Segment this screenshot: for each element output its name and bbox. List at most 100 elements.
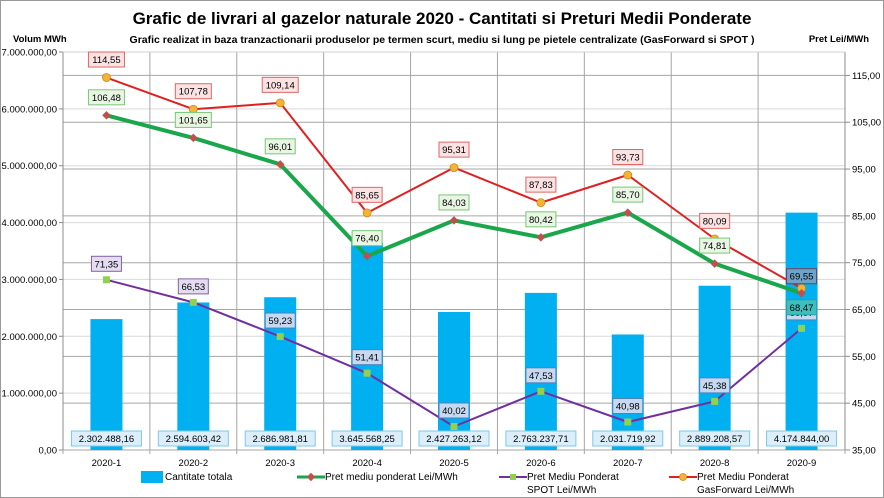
data-label-box bbox=[438, 402, 470, 419]
x-tick-label: 2020-1 bbox=[92, 458, 122, 469]
data-label-box bbox=[786, 268, 818, 285]
point-marker bbox=[189, 133, 198, 143]
data-label: 109,14 bbox=[266, 80, 295, 91]
legend-label: Pret Mediu Ponderat SPOT Lei/MWh bbox=[527, 471, 619, 497]
point-marker bbox=[363, 369, 371, 377]
point-marker bbox=[536, 233, 546, 242]
data-label: 114,55 bbox=[92, 55, 120, 66]
x-tick-label: 2020-4 bbox=[352, 458, 382, 469]
bar-label: 2.427.263,12 bbox=[426, 434, 481, 445]
data-label-box bbox=[612, 149, 644, 166]
bar-label-box bbox=[505, 430, 577, 447]
data-label-box bbox=[612, 186, 644, 203]
data-label: 71,35 bbox=[95, 259, 119, 270]
tick-label-right: 85,00 bbox=[852, 211, 876, 222]
data-label-box bbox=[786, 299, 818, 316]
bar-label: 4.174.844,00 bbox=[774, 434, 829, 445]
x-tick-label: 2020-3 bbox=[265, 458, 295, 469]
data-label: 85,65 bbox=[355, 190, 379, 201]
data-label: 80,09 bbox=[703, 216, 727, 227]
point-marker bbox=[536, 198, 546, 208]
data-label: 47,53 bbox=[529, 371, 553, 382]
left-axis-title: Volum MWh bbox=[13, 34, 67, 45]
bar-label: 2.686.981,81 bbox=[252, 434, 307, 445]
data-label-box bbox=[87, 51, 125, 68]
data-label-box bbox=[699, 212, 731, 229]
tick-label-right: 45,00 bbox=[852, 399, 876, 410]
point-marker bbox=[362, 208, 372, 218]
data-label: 51,41 bbox=[355, 353, 379, 364]
tick-label-right: 75,00 bbox=[852, 258, 876, 269]
x-tick-label: 2020-2 bbox=[179, 458, 209, 469]
tick-label-right: 65,00 bbox=[852, 305, 876, 316]
data-label: 106,48 bbox=[92, 93, 121, 104]
right-axis-title: Pret Lei/MWh bbox=[808, 34, 869, 45]
data-label: 80,42 bbox=[529, 215, 553, 226]
point-marker bbox=[624, 418, 632, 426]
legend-label: Cantitate totala bbox=[165, 472, 233, 483]
tick-label-left: 2.000.000,00 bbox=[2, 332, 57, 343]
data-label: 107,78 bbox=[179, 87, 208, 98]
point-marker bbox=[102, 111, 111, 120]
data-label-box bbox=[699, 237, 731, 254]
legend-gasforward-line-icon bbox=[669, 473, 697, 481]
bar-label: 2.594.603,42 bbox=[166, 434, 221, 445]
chart-subtitle: Grafic realizat in baza tranzactionarii … bbox=[129, 34, 755, 46]
data-label-box bbox=[264, 138, 296, 155]
data-label: 76,40 bbox=[355, 234, 379, 245]
point-marker bbox=[537, 387, 545, 395]
legend-label-line2: GasForward Lei/MWh bbox=[697, 485, 795, 496]
point-marker bbox=[623, 170, 633, 180]
point-marker bbox=[798, 324, 806, 332]
data-label: 45,38 bbox=[703, 381, 727, 392]
bar-label-box bbox=[157, 430, 229, 447]
data-label-box bbox=[525, 176, 557, 193]
point-marker bbox=[275, 98, 285, 108]
legend-label: Pret mediu ponderat Lei/MWh bbox=[325, 472, 458, 483]
data-label: 95,31 bbox=[442, 145, 466, 156]
x-tick-label: 2020-8 bbox=[700, 458, 730, 469]
data-label-box bbox=[261, 76, 299, 93]
data-label: 59,23 bbox=[268, 316, 292, 327]
bar-label-box bbox=[679, 430, 751, 447]
data-label: 40,98 bbox=[616, 401, 640, 412]
tick-label-left: 3.000.000,00 bbox=[2, 275, 57, 286]
bar-label-box bbox=[766, 430, 838, 447]
bar-label: 2.302.488,16 bbox=[79, 434, 134, 445]
point-marker bbox=[276, 333, 284, 341]
bar-label-box bbox=[592, 430, 664, 447]
data-label: 66,53 bbox=[181, 282, 205, 293]
data-label-box bbox=[177, 278, 209, 295]
bar-label-box bbox=[331, 430, 403, 447]
data-label-box bbox=[612, 397, 644, 414]
data-label-box bbox=[174, 83, 212, 100]
bar-label-box bbox=[244, 430, 316, 447]
legend-avg-line-icon bbox=[297, 472, 325, 482]
bar-label-box bbox=[70, 430, 142, 447]
legend-label-line2: SPOT Lei/MWh bbox=[527, 485, 597, 496]
data-label: 40,02 bbox=[442, 406, 466, 417]
data-label: 96,01 bbox=[268, 142, 292, 153]
data-label-box bbox=[438, 141, 470, 158]
data-label-box bbox=[699, 377, 731, 394]
point-marker bbox=[797, 289, 806, 298]
data-label-box bbox=[87, 89, 125, 106]
point-marker bbox=[102, 73, 111, 82]
point-marker bbox=[449, 163, 459, 173]
point-marker bbox=[275, 160, 285, 169]
legend-item-gasforward: Pret Mediu Ponderat GasForward Lei/MWh bbox=[669, 471, 794, 497]
x-tick-label: 2020-9 bbox=[787, 458, 817, 469]
legend-label-line1: Pret Mediu Ponderat bbox=[697, 472, 789, 483]
tick-label-left: 5.000.000,00 bbox=[2, 161, 57, 172]
data-label-box bbox=[525, 367, 557, 384]
data-label: 101,65 bbox=[179, 115, 208, 126]
legend-label: Pret Mediu Ponderat GasForward Lei/MWh bbox=[697, 471, 794, 497]
legend-label-line1: Pret Mediu Ponderat bbox=[527, 472, 619, 483]
legend-bar-swatch bbox=[141, 471, 163, 483]
bar bbox=[90, 319, 123, 450]
data-label: 69,55 bbox=[790, 272, 814, 283]
tick-label-left: 6.000.000,00 bbox=[2, 104, 57, 115]
point-marker bbox=[450, 422, 458, 430]
data-label-box bbox=[525, 211, 557, 228]
